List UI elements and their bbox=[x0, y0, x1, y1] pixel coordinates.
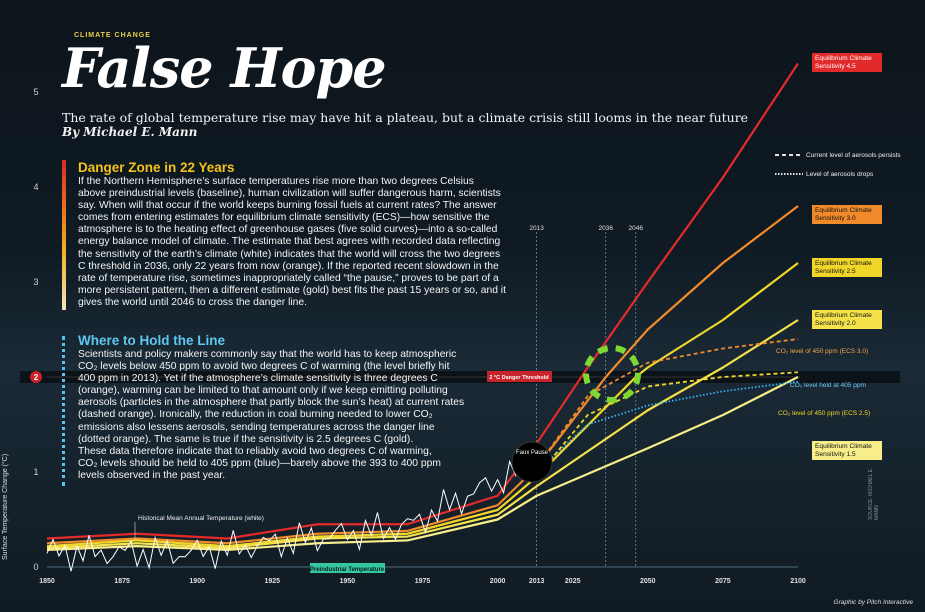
baseline-label: Preindustrial Temperature bbox=[310, 567, 385, 573]
x-tick-label: 2075 bbox=[715, 578, 731, 585]
x-tick-label: 2000 bbox=[490, 578, 506, 585]
section-body-hold: Scientists and policy makers commonly sa… bbox=[78, 349, 465, 481]
danger-label: 2 °C Danger Threshold bbox=[489, 375, 548, 381]
x-tick-label: 2100 bbox=[790, 578, 806, 585]
series-line bbox=[46, 262, 799, 548]
subtitle: The rate of global temperature rise may … bbox=[62, 110, 749, 125]
year-guide-label: 2013 bbox=[529, 225, 544, 232]
page-title: False Hope bbox=[62, 36, 387, 100]
series-line bbox=[535, 371, 799, 478]
x-tick-label: 1900 bbox=[189, 578, 205, 585]
y-tick-badge-2 bbox=[30, 371, 42, 383]
baseline-badge bbox=[310, 563, 385, 573]
label-ecs45: Equilibrium Climate Sensitivity 4.5 bbox=[812, 53, 882, 72]
historical-line bbox=[46, 452, 535, 572]
series-line bbox=[536, 380, 799, 473]
year-guide-label: 2046 bbox=[629, 225, 644, 232]
section-bar-hold bbox=[62, 336, 65, 486]
section-heading-hold: Where to Hold the Line bbox=[78, 333, 225, 348]
note-co2-450-ecs30: CO₂ level of 450 ppm (ECS 3.0) bbox=[776, 348, 869, 355]
year-guide-label: 2036 bbox=[599, 225, 614, 232]
danger-badge bbox=[487, 371, 552, 382]
y-tick-label: 4 bbox=[33, 182, 38, 192]
graphic-credit: Graphic by Pitch Interactive bbox=[833, 599, 913, 606]
label-ecs30: Equilibrium Climate Sensitivity 3.0 bbox=[812, 205, 882, 224]
highlight-circle bbox=[583, 345, 641, 403]
y-tick-label: 1 bbox=[33, 467, 38, 477]
label-ecs20: Equilibrium Climate Sensitivity 2.0 bbox=[812, 310, 882, 329]
x-tick-label: 1975 bbox=[415, 578, 431, 585]
series-line bbox=[46, 376, 799, 552]
x-tick-label: 1850 bbox=[39, 578, 55, 585]
x-tick-label: 2025 bbox=[565, 578, 581, 585]
y-tick-label: 2 bbox=[34, 373, 39, 382]
faux-pause-circle bbox=[511, 441, 553, 483]
note-co2-405: CO₂ level held at 405 ppm bbox=[790, 382, 866, 389]
x-tick-label: 1950 bbox=[340, 578, 356, 585]
x-tick-label: 1925 bbox=[265, 578, 281, 585]
series-line bbox=[535, 338, 799, 468]
historical-label: Historical Mean Annual Temperature (whit… bbox=[138, 515, 264, 522]
kicker: CLIMATE CHANGE bbox=[74, 32, 151, 39]
x-tick-label: 1875 bbox=[114, 578, 130, 585]
source-note: SOURCE: MICHAEL E. MANN bbox=[868, 467, 880, 520]
x-tick-label: 2013 bbox=[529, 578, 545, 585]
legend-dotted-label: Level of aerosols drops bbox=[806, 171, 874, 178]
byline: By Michael E. Mann bbox=[62, 125, 198, 139]
note-co2-450-ecs25: CO₂ level of 450 ppm (ECS 2.5) bbox=[778, 410, 871, 417]
y-axis-label: Surface Temperature Change (°C) bbox=[2, 453, 9, 560]
label-ecs25: Equilibrium Climate Sensitivity 2.5 bbox=[812, 258, 882, 277]
label-ecs15: Equilibrium Climate Sensitivity 1.5 bbox=[812, 441, 882, 460]
series-line bbox=[46, 62, 799, 540]
section-heading-danger: Danger Zone in 22 Years bbox=[78, 160, 235, 175]
legend-dashed-label: Current level of aerosols persists bbox=[806, 152, 901, 159]
y-tick-label: 5 bbox=[33, 87, 38, 97]
series-line bbox=[46, 319, 799, 550]
y-tick-label: 0 bbox=[33, 562, 38, 572]
section-bar-danger bbox=[62, 160, 66, 310]
y-tick-label: 3 bbox=[33, 277, 38, 287]
section-body-danger: If the Northern Hemisphere’s surface tem… bbox=[78, 176, 506, 308]
x-tick-label: 2050 bbox=[640, 578, 656, 585]
faux-pause-label: Faux Pause bbox=[516, 450, 549, 456]
